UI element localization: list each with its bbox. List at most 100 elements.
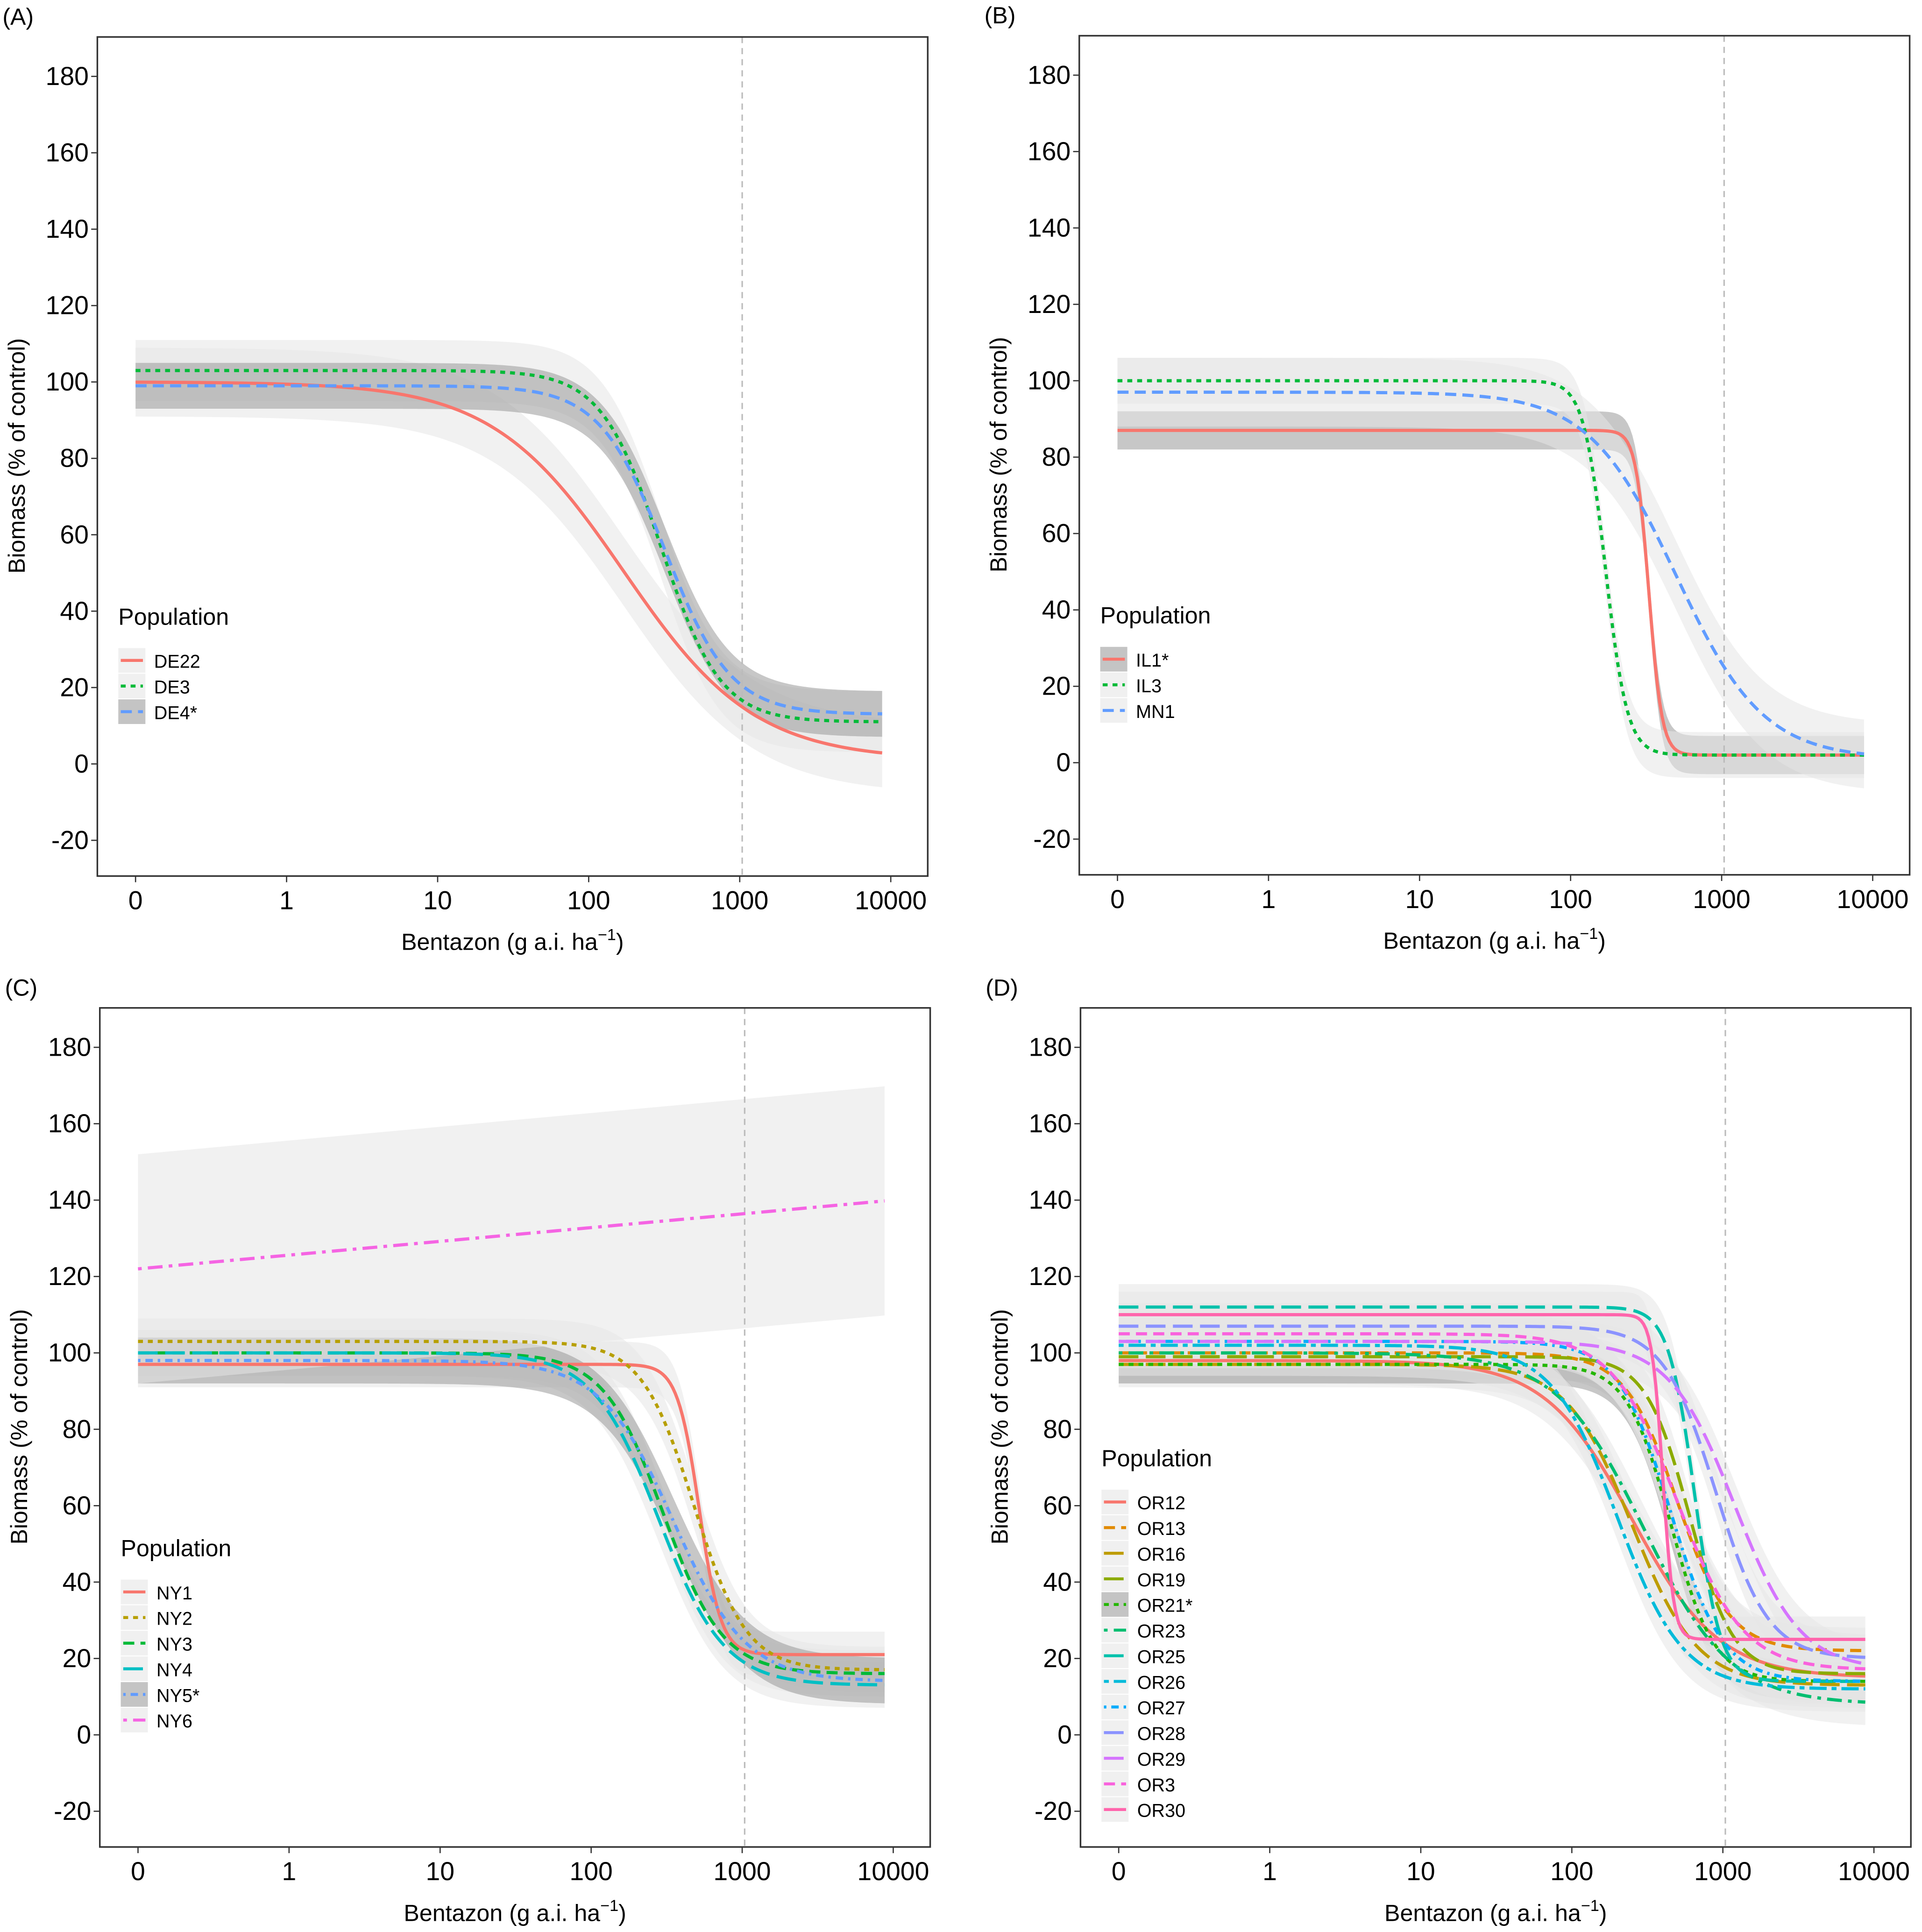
y-tick-label: -20 <box>1035 1797 1072 1825</box>
legend-item: DE22 <box>118 648 200 673</box>
legend-item: OR12 <box>1101 1490 1185 1514</box>
plot-border <box>1078 35 1911 876</box>
legend-label: DE4* <box>154 703 197 723</box>
legend-item: OR26 <box>1101 1669 1185 1694</box>
x-tick-label: 10 <box>426 1857 454 1886</box>
panel-label: (D) <box>986 974 1018 1001</box>
y-axis-label: Biomass (% of control) <box>4 338 30 574</box>
x-tick-label: 1000 <box>1694 1857 1752 1886</box>
series-line-NY4 <box>138 1351 885 1687</box>
plot-border <box>99 1007 931 1848</box>
legend-label: OR16 <box>1137 1544 1185 1565</box>
y-axis-label: Biomass (% of control) <box>987 1309 1013 1545</box>
x-tick-label: 1 <box>1262 1857 1277 1886</box>
legend-item: NY4 <box>121 1656 192 1681</box>
legend-item: DE4* <box>118 699 197 724</box>
legend-item: NY5* <box>121 1682 199 1707</box>
panel-label: (B) <box>985 2 1016 28</box>
y-tick-label: 20 <box>1043 1644 1072 1673</box>
x-tick-label: 100 <box>567 886 610 915</box>
legend-label: MN1 <box>1136 702 1175 722</box>
x-tick-label: 1000 <box>711 886 768 915</box>
y-tick-label: -20 <box>54 1797 91 1825</box>
y-tick-label: -20 <box>1033 824 1071 853</box>
x-tick-label: 0 <box>128 886 143 915</box>
x-axis-label-main: Bentazon (g a.i. ha <box>404 1900 600 1926</box>
legend-item: OR16 <box>1101 1541 1185 1566</box>
x-axis-label-close: ) <box>1598 928 1606 954</box>
x-tick-label: 100 <box>1550 1857 1593 1886</box>
legend-title: Population <box>1101 1445 1212 1471</box>
y-tick-label: 140 <box>1028 213 1071 242</box>
ci-ribbon-MN1 <box>1117 358 1864 788</box>
y-tick-label: 20 <box>60 673 89 702</box>
x-axis-label-superscript: −1 <box>1580 925 1598 943</box>
x-tick-label: 10 <box>423 886 452 915</box>
series-line-OR26 <box>1119 1343 1865 1690</box>
x-axis-label: Bentazon (g a.i. ha−1) <box>1383 925 1605 954</box>
legend-label: OR21* <box>1137 1596 1193 1616</box>
x-axis-label-close: ) <box>616 929 624 955</box>
legend-label: OR23 <box>1137 1621 1185 1642</box>
legend-item: OR30 <box>1101 1797 1185 1822</box>
x-axis-label-close: ) <box>618 1900 626 1926</box>
plot-border <box>96 36 929 877</box>
x-axis-label: Bentazon (g a.i. ha−1) <box>1384 1897 1607 1926</box>
y-tick-label: 120 <box>1028 1262 1071 1291</box>
y-tick-label: 60 <box>63 1491 92 1520</box>
x-axis-label-superscript: −1 <box>600 1897 618 1915</box>
legend-title: Population <box>118 604 229 630</box>
y-tick-label: 100 <box>1028 1338 1071 1367</box>
y-axis-label: Biomass (% of control) <box>986 337 1012 572</box>
y-tick-label: 40 <box>1042 595 1071 624</box>
legend-item: OR27 <box>1101 1694 1185 1719</box>
legend-label: NY4 <box>156 1660 192 1680</box>
y-tick-label: 160 <box>48 1109 91 1138</box>
x-axis-label: Bentazon (g a.i. ha−1) <box>401 926 624 955</box>
y-tick-label: 100 <box>48 1338 91 1367</box>
x-tick-label: 1 <box>279 886 294 915</box>
legend-item: IL3 <box>1100 672 1162 697</box>
x-tick-label: 100 <box>569 1857 612 1886</box>
y-tick-label: 120 <box>46 291 89 320</box>
series-line-MN1 <box>1117 391 1865 756</box>
y-tick-label: 80 <box>60 444 89 473</box>
legend-title: Population <box>121 1535 232 1561</box>
y-tick-label: 180 <box>1028 60 1071 89</box>
y-tick-label: 40 <box>1043 1567 1072 1596</box>
legend-item: NY3 <box>121 1631 192 1656</box>
y-tick-label: 40 <box>60 597 89 625</box>
x-axis-label-main: Bentazon (g a.i. ha <box>1384 1900 1581 1926</box>
legend-label: OR3 <box>1137 1775 1175 1796</box>
series-line-NY1 <box>138 1363 885 1656</box>
legend-label: OR28 <box>1137 1724 1185 1744</box>
y-tick-label: 180 <box>48 1033 91 1062</box>
legend-item: OR25 <box>1101 1643 1185 1668</box>
y-tick-label: 40 <box>63 1567 92 1596</box>
y-tick-label: 80 <box>1043 1414 1072 1443</box>
y-tick-label: 0 <box>77 1720 91 1749</box>
x-axis-label-superscript: −1 <box>1581 1897 1599 1915</box>
legend-label: OR25 <box>1137 1647 1185 1667</box>
legend-item: NY1 <box>121 1579 192 1605</box>
y-tick-label: 140 <box>1028 1186 1071 1215</box>
series-line-OR16 <box>1119 1363 1865 1687</box>
y-tick-label: 0 <box>74 749 89 778</box>
legend-label: OR29 <box>1137 1749 1185 1770</box>
x-tick-label: 1 <box>282 1857 296 1886</box>
ci-ribbon-DE4* <box>135 362 882 737</box>
y-tick-label: 60 <box>1042 519 1071 548</box>
y-tick-label: 80 <box>1042 442 1071 471</box>
y-tick-label: 60 <box>1043 1491 1072 1520</box>
y-tick-label: 0 <box>1057 1720 1072 1749</box>
legend-item: OR13 <box>1101 1515 1185 1540</box>
y-tick-label: 120 <box>48 1262 91 1291</box>
series-line-OR28 <box>1119 1324 1865 1659</box>
y-tick-label: -20 <box>51 825 89 854</box>
legend-item: OR29 <box>1101 1746 1185 1771</box>
y-tick-label: 160 <box>46 138 89 167</box>
ci-ribbon-NY4 <box>138 1330 885 1708</box>
x-tick-label: 1000 <box>1693 885 1750 914</box>
series-line-DE3 <box>135 369 882 724</box>
